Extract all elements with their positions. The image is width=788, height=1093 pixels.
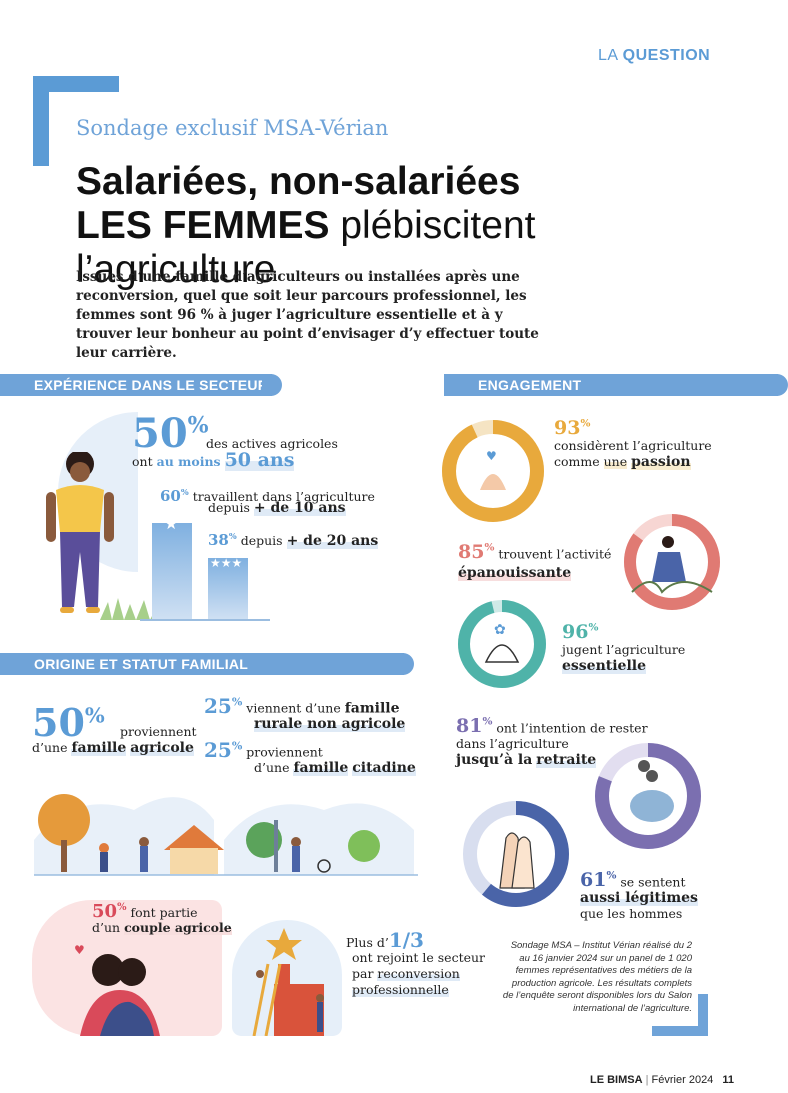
orig-stat-5-line2: par reconversion <box>352 966 460 981</box>
couple-illustration: ♥ <box>74 943 160 1036</box>
orig-stat-3: 25% proviennent <box>204 737 323 762</box>
orig-stat-4: 50% font partie <box>92 901 198 922</box>
stars-icon: ★★★ <box>210 556 243 570</box>
section-name: QUESTION <box>622 47 711 64</box>
footer-pub: LE BIMSA <box>590 1074 643 1086</box>
exp-stat-1-text: des actives agricoles <box>206 436 338 451</box>
orig-stat-3-line2: d’une famille citadine <box>254 760 416 776</box>
orig-stat-4-line2: d’un couple agricole <box>92 920 232 935</box>
orig-stat-2-line2: rurale non agricole <box>254 716 406 732</box>
star-icon: ★ <box>164 514 179 533</box>
eng-stat-2-emph: épanouissante <box>458 565 572 581</box>
ring-retraite <box>595 743 701 849</box>
bar-38 <box>208 558 248 619</box>
section-label: LA QUESTION <box>598 47 710 65</box>
woman-illustration <box>46 452 114 613</box>
bar-60 <box>152 523 192 619</box>
ring-passion: ♥ <box>442 420 544 522</box>
page-number: 11 <box>722 1074 735 1086</box>
svg-text:✿: ✿ <box>494 622 506 638</box>
page-title: Salariées, non-salariées LES FEMMES pléb… <box>76 160 716 292</box>
ring-epanouissante <box>624 514 720 610</box>
title-line-2: LES FEMMES plébiscitent l’agriculture <box>76 204 536 291</box>
band-origine: ORIGINE ET STATUT FAMILIAL <box>0 653 414 675</box>
exp-stat-3: 38% depuis + de 20 ans <box>208 531 379 549</box>
baseline <box>140 619 270 621</box>
corner-bracket-bottom <box>652 994 708 1036</box>
exp-stat-1-value: 50 <box>132 410 188 457</box>
section-prefix: LA <box>598 47 618 64</box>
kicker: Sondage exclusif MSA-Vérian <box>76 116 389 140</box>
eng-stat-1: 93% considèrent l’agriculture comme une … <box>554 417 712 471</box>
band-experience: EXPÉRIENCE DANS LE SECTEUR <box>0 374 282 396</box>
source-note: Sondage MSA – Institut Vérian réalisé du… <box>502 940 692 1014</box>
exp-stat-1: 50% des actives agricoles <box>132 410 338 457</box>
corner-bracket-top <box>33 76 119 166</box>
eng-stat-2: 85% trouvent l’activité <box>458 541 612 564</box>
grass-decoration <box>100 598 164 620</box>
village-illustration <box>34 794 418 876</box>
svg-text:♥: ♥ <box>486 449 497 463</box>
footer-date: Février 2024 <box>651 1074 714 1086</box>
ring-legitimes <box>463 801 569 907</box>
footer: LE BIMSA | Février 2024 11 <box>590 1074 735 1086</box>
eng-stat-5: 61% se sentent aussi légitimes que les h… <box>580 869 698 922</box>
intro-text: Issues d’une famille d’agriculteurs ou i… <box>76 269 539 361</box>
eng-stat-4: 81% ont l’intention de rester dans l’agr… <box>456 715 648 769</box>
orig-stat-5-line3: professionnelle <box>352 982 449 997</box>
orig-stat-1: 50% proviennent <box>32 700 197 745</box>
band-engagement: ENGAGEMENT <box>444 374 788 396</box>
title-line-1: Salariées, non-salariées <box>76 160 521 203</box>
orig-stat-1-line2: d’une famille agricole <box>32 740 194 756</box>
exp-stat-1-line2: ont au moins 50 ans <box>132 449 295 471</box>
exp-stat-2-line2: depuis + de 10 ans <box>208 500 346 516</box>
orig-stat-2: 25% viennent d’une famille <box>204 693 400 718</box>
orig-stat-5: Plus d’1/3 <box>346 928 424 952</box>
orig-stat-5-line1: ont rejoint le secteur <box>352 950 486 965</box>
ladder-illustration <box>252 928 324 1036</box>
svg-text:♥: ♥ <box>74 943 85 957</box>
ring-essentielle: ✿ <box>458 600 546 688</box>
eng-stat-3: 96% jugent l’agriculture essentielle <box>562 621 686 675</box>
